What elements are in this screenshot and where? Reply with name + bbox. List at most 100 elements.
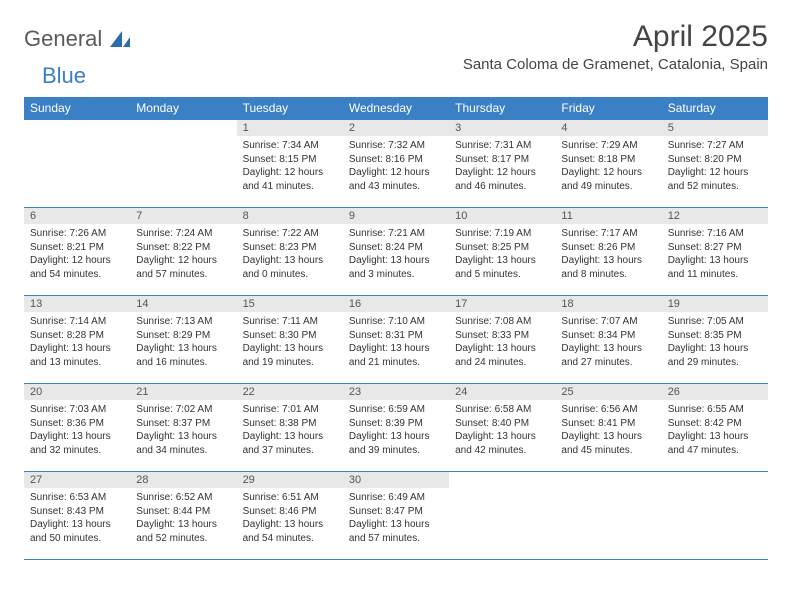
day-body: Sunrise: 7:14 AMSunset: 8:28 PMDaylight:… <box>24 312 130 373</box>
day-body: Sunrise: 7:32 AMSunset: 8:16 PMDaylight:… <box>343 136 449 197</box>
daylight-line1: Daylight: 12 hours <box>455 166 549 180</box>
daylight-line1: Daylight: 13 hours <box>349 430 443 444</box>
sunset-text: Sunset: 8:39 PM <box>349 417 443 431</box>
day-number: 16 <box>343 296 449 312</box>
sunrise-text: Sunrise: 7:34 AM <box>243 139 337 153</box>
sunset-text: Sunset: 8:47 PM <box>349 505 443 519</box>
daylight-line1: Daylight: 13 hours <box>349 518 443 532</box>
daylight-line1: Daylight: 13 hours <box>243 430 337 444</box>
daylight-line2: and 43 minutes. <box>349 180 443 194</box>
day-cell: 27Sunrise: 6:53 AMSunset: 8:43 PMDayligh… <box>24 472 130 560</box>
sunset-text: Sunset: 8:18 PM <box>561 153 655 167</box>
logo-sail-icon <box>108 29 132 49</box>
day-cell <box>130 120 236 208</box>
day-body: Sunrise: 7:24 AMSunset: 8:22 PMDaylight:… <box>130 224 236 285</box>
day-body: Sunrise: 7:08 AMSunset: 8:33 PMDaylight:… <box>449 312 555 373</box>
daylight-line2: and 54 minutes. <box>30 268 124 282</box>
month-title: April 2025 <box>463 20 768 54</box>
daylight-line2: and 57 minutes. <box>136 268 230 282</box>
day-number: 24 <box>449 384 555 400</box>
day-number: 20 <box>24 384 130 400</box>
col-thursday: Thursday <box>449 97 555 120</box>
day-number: 14 <box>130 296 236 312</box>
sunset-text: Sunset: 8:29 PM <box>136 329 230 343</box>
day-number: 5 <box>662 120 768 136</box>
day-cell: 7Sunrise: 7:24 AMSunset: 8:22 PMDaylight… <box>130 208 236 296</box>
day-cell: 5Sunrise: 7:27 AMSunset: 8:20 PMDaylight… <box>662 120 768 208</box>
sunrise-text: Sunrise: 7:17 AM <box>561 227 655 241</box>
sunset-text: Sunset: 8:30 PM <box>243 329 337 343</box>
day-body: Sunrise: 7:29 AMSunset: 8:18 PMDaylight:… <box>555 136 661 197</box>
sunrise-text: Sunrise: 6:58 AM <box>455 403 549 417</box>
day-cell: 2Sunrise: 7:32 AMSunset: 8:16 PMDaylight… <box>343 120 449 208</box>
sunset-text: Sunset: 8:15 PM <box>243 153 337 167</box>
day-cell <box>555 472 661 560</box>
day-number: 4 <box>555 120 661 136</box>
calendar-table: Sunday Monday Tuesday Wednesday Thursday… <box>24 97 768 560</box>
daylight-line1: Daylight: 12 hours <box>668 166 762 180</box>
daylight-line1: Daylight: 12 hours <box>30 254 124 268</box>
sunrise-text: Sunrise: 7:16 AM <box>668 227 762 241</box>
sunrise-text: Sunrise: 6:52 AM <box>136 491 230 505</box>
sunrise-text: Sunrise: 7:08 AM <box>455 315 549 329</box>
sunrise-text: Sunrise: 6:51 AM <box>243 491 337 505</box>
day-body: Sunrise: 7:10 AMSunset: 8:31 PMDaylight:… <box>343 312 449 373</box>
day-body: Sunrise: 7:31 AMSunset: 8:17 PMDaylight:… <box>449 136 555 197</box>
col-sunday: Sunday <box>24 97 130 120</box>
daylight-line2: and 19 minutes. <box>243 356 337 370</box>
daylight-line2: and 50 minutes. <box>30 532 124 546</box>
day-cell <box>449 472 555 560</box>
daylight-line2: and 57 minutes. <box>349 532 443 546</box>
day-number: 19 <box>662 296 768 312</box>
daylight-line1: Daylight: 13 hours <box>349 342 443 356</box>
day-cell: 15Sunrise: 7:11 AMSunset: 8:30 PMDayligh… <box>237 296 343 384</box>
day-body: Sunrise: 7:16 AMSunset: 8:27 PMDaylight:… <box>662 224 768 285</box>
daylight-line2: and 29 minutes. <box>668 356 762 370</box>
week-row: 27Sunrise: 6:53 AMSunset: 8:43 PMDayligh… <box>24 472 768 560</box>
sunset-text: Sunset: 8:40 PM <box>455 417 549 431</box>
day-cell: 17Sunrise: 7:08 AMSunset: 8:33 PMDayligh… <box>449 296 555 384</box>
day-number: 18 <box>555 296 661 312</box>
daylight-line2: and 16 minutes. <box>136 356 230 370</box>
day-number: 15 <box>237 296 343 312</box>
daylight-line2: and 24 minutes. <box>455 356 549 370</box>
daylight-line1: Daylight: 13 hours <box>243 518 337 532</box>
sunset-text: Sunset: 8:43 PM <box>30 505 124 519</box>
day-number: 29 <box>237 472 343 488</box>
day-number: 30 <box>343 472 449 488</box>
day-number: 2 <box>343 120 449 136</box>
daylight-line1: Daylight: 13 hours <box>349 254 443 268</box>
daylight-line1: Daylight: 12 hours <box>349 166 443 180</box>
week-row: 13Sunrise: 7:14 AMSunset: 8:28 PMDayligh… <box>24 296 768 384</box>
day-cell: 26Sunrise: 6:55 AMSunset: 8:42 PMDayligh… <box>662 384 768 472</box>
sunset-text: Sunset: 8:26 PM <box>561 241 655 255</box>
daylight-line2: and 39 minutes. <box>349 444 443 458</box>
daylight-line1: Daylight: 13 hours <box>243 342 337 356</box>
sunrise-text: Sunrise: 7:13 AM <box>136 315 230 329</box>
daylight-line2: and 46 minutes. <box>455 180 549 194</box>
day-number: 3 <box>449 120 555 136</box>
sunrise-text: Sunrise: 7:22 AM <box>243 227 337 241</box>
sunrise-text: Sunrise: 7:32 AM <box>349 139 443 153</box>
sunset-text: Sunset: 8:31 PM <box>349 329 443 343</box>
day-body: Sunrise: 7:13 AMSunset: 8:29 PMDaylight:… <box>130 312 236 373</box>
sunset-text: Sunset: 8:27 PM <box>668 241 762 255</box>
day-cell: 19Sunrise: 7:05 AMSunset: 8:35 PMDayligh… <box>662 296 768 384</box>
day-cell: 4Sunrise: 7:29 AMSunset: 8:18 PMDaylight… <box>555 120 661 208</box>
sunset-text: Sunset: 8:23 PM <box>243 241 337 255</box>
sunrise-text: Sunrise: 7:26 AM <box>30 227 124 241</box>
daylight-line1: Daylight: 12 hours <box>243 166 337 180</box>
daylight-line2: and 45 minutes. <box>561 444 655 458</box>
sunrise-text: Sunrise: 7:14 AM <box>30 315 124 329</box>
day-cell: 13Sunrise: 7:14 AMSunset: 8:28 PMDayligh… <box>24 296 130 384</box>
daylight-line1: Daylight: 13 hours <box>136 518 230 532</box>
day-cell: 14Sunrise: 7:13 AMSunset: 8:29 PMDayligh… <box>130 296 236 384</box>
day-body: Sunrise: 6:55 AMSunset: 8:42 PMDaylight:… <box>662 400 768 461</box>
day-cell: 16Sunrise: 7:10 AMSunset: 8:31 PMDayligh… <box>343 296 449 384</box>
day-body: Sunrise: 6:52 AMSunset: 8:44 PMDaylight:… <box>130 488 236 549</box>
day-cell <box>24 120 130 208</box>
sunrise-text: Sunrise: 6:55 AM <box>668 403 762 417</box>
day-number: 28 <box>130 472 236 488</box>
day-body: Sunrise: 6:56 AMSunset: 8:41 PMDaylight:… <box>555 400 661 461</box>
day-cell: 21Sunrise: 7:02 AMSunset: 8:37 PMDayligh… <box>130 384 236 472</box>
